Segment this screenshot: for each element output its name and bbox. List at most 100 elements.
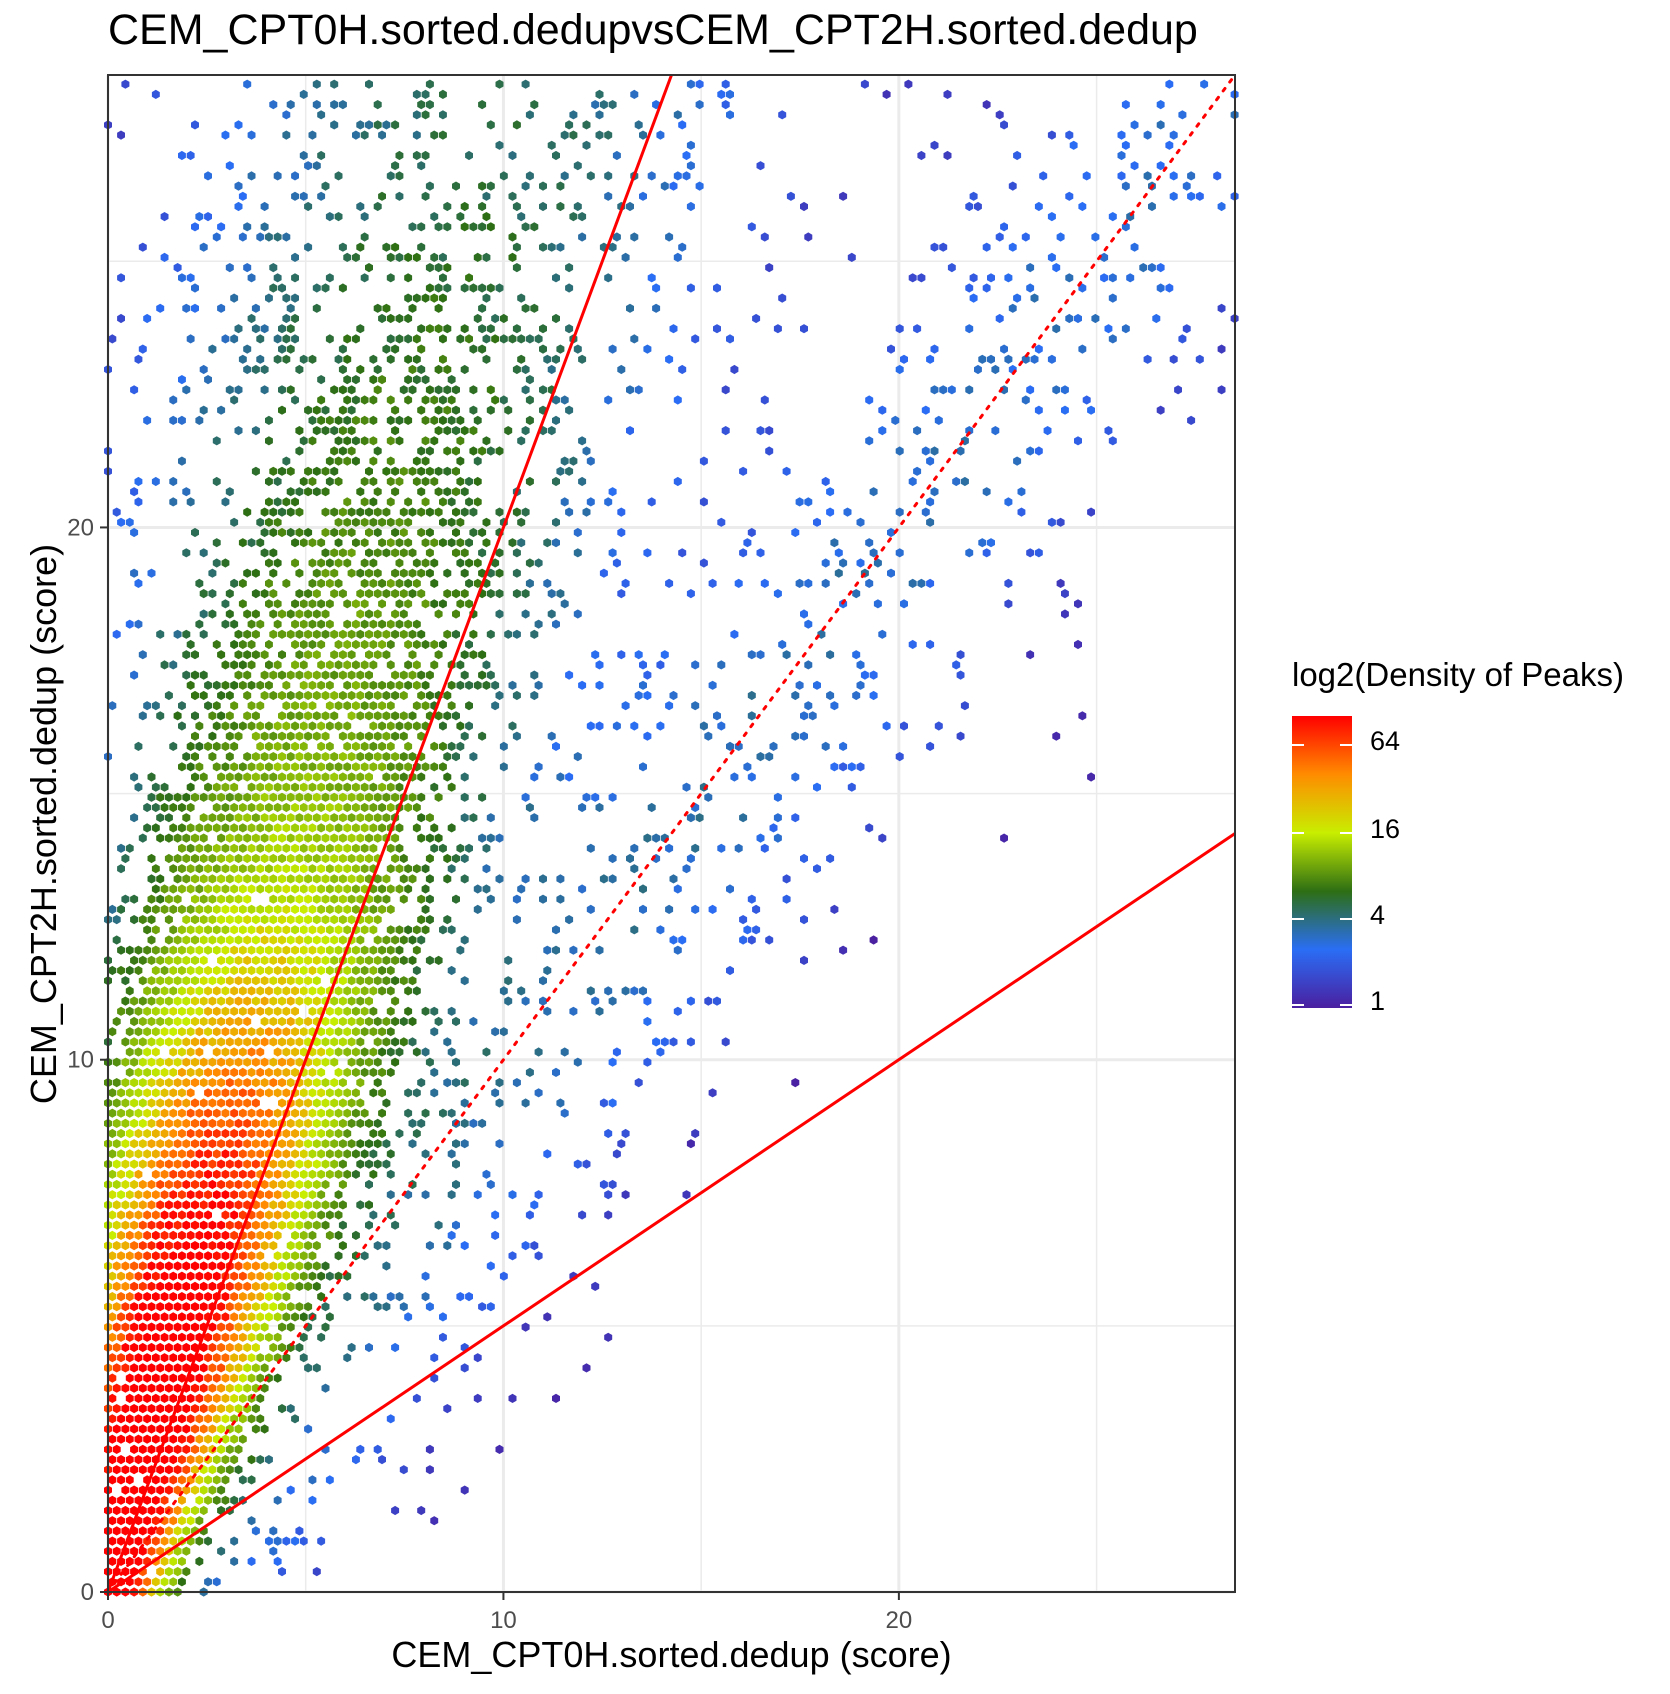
hex-bin (673, 171, 682, 181)
hex-bin (539, 385, 547, 395)
hex-bin (408, 303, 417, 313)
hex-bin (856, 558, 865, 568)
hex-bin (1148, 263, 1156, 273)
hex-bin (125, 1251, 134, 1261)
hex-bin (369, 497, 378, 507)
hex-bin (260, 1302, 269, 1312)
hex-bin (234, 935, 243, 945)
hex-bin (469, 650, 478, 660)
hex-bin (230, 1455, 239, 1465)
hex-bin (478, 650, 487, 660)
hex-bin (256, 680, 265, 690)
hex-bin (230, 1067, 239, 1077)
hex-bin (334, 639, 343, 650)
hex-bin (499, 1027, 508, 1037)
hex-bin (386, 721, 395, 731)
hex-bin (495, 1098, 504, 1108)
hex-bin (195, 1414, 204, 1424)
hex-bin (143, 1108, 152, 1118)
hex-bin (469, 283, 478, 293)
hex-bin (321, 426, 330, 436)
hex-bin (439, 925, 447, 935)
hex-bin (421, 1149, 430, 1159)
hex-bin (356, 772, 365, 782)
hex-bin (282, 1271, 291, 1281)
hex-bin (921, 446, 930, 456)
hex-bin (386, 517, 395, 527)
hex-bin (365, 79, 373, 89)
hex-bin (164, 1179, 173, 1190)
hex-bin (969, 293, 978, 303)
hex-bin (465, 497, 473, 507)
hex-bin (552, 1393, 560, 1403)
hex-bin (573, 344, 582, 354)
hex-bin (164, 1241, 173, 1251)
hex-bin (138, 1159, 147, 1169)
hex-bin (486, 385, 495, 395)
hex-bin (391, 976, 400, 986)
hex-bin (269, 1546, 278, 1556)
hex-bin (469, 446, 478, 456)
hex-bin (278, 1098, 286, 1108)
hex-bin (338, 1179, 347, 1190)
hex-bin (443, 487, 452, 497)
hex-bin (378, 802, 386, 813)
hex-bin (826, 650, 835, 660)
hex-bin (243, 568, 252, 578)
hex-bin (182, 385, 191, 395)
hex-bin (286, 996, 295, 1006)
hex-bin (325, 762, 334, 772)
hex-bin (469, 527, 478, 538)
hex-bin (108, 1210, 117, 1220)
hex-bin (225, 833, 234, 843)
hex-bin (173, 1179, 182, 1190)
hex-bin (347, 426, 356, 436)
hex-bin (134, 1292, 143, 1302)
hex-bin (352, 130, 360, 140)
hex-bin (591, 100, 600, 110)
hex-bin (395, 252, 404, 262)
hex-bin (134, 1190, 143, 1200)
hex-bin (182, 1546, 191, 1556)
hex-bin (286, 1220, 295, 1230)
hex-bin (243, 1342, 252, 1353)
hex-bin (134, 1271, 143, 1281)
hex-bin (230, 578, 239, 588)
hex-bin (130, 1404, 139, 1414)
hex-bin (221, 660, 230, 670)
hex-bin (304, 589, 313, 599)
hex-bin (247, 1027, 256, 1037)
hex-bin (204, 171, 212, 181)
hex-bin (156, 1485, 165, 1495)
hex-bin (421, 1006, 430, 1016)
hex-bin (626, 385, 634, 395)
hex-bin (130, 894, 139, 904)
hex-bin (521, 181, 530, 191)
hex-bin (869, 690, 878, 701)
hex-bin (117, 1190, 125, 1200)
hex-bin (260, 833, 269, 843)
hex-bin (204, 1027, 212, 1037)
hex-bin (291, 313, 299, 324)
hex-bin (386, 436, 395, 446)
hex-bin (1108, 293, 1117, 303)
hex-bin (199, 813, 208, 823)
hex-bin (639, 762, 647, 772)
hex-bin (360, 497, 369, 507)
hex-bin (221, 680, 230, 690)
hex-bin (525, 334, 534, 344)
hex-bin (386, 578, 395, 588)
hex-bin (465, 558, 473, 568)
hex-bin (556, 344, 565, 354)
hex-bin (399, 874, 408, 884)
hex-bin (960, 476, 969, 487)
hex-bin (121, 1281, 130, 1291)
hex-bin (452, 752, 460, 762)
hex-bin (256, 1128, 265, 1139)
hex-bin (521, 426, 530, 436)
hex-bin (269, 915, 278, 925)
hex-bin (308, 1169, 317, 1179)
hex-bin (425, 853, 434, 864)
hex-bin (321, 792, 330, 802)
hex-bin (360, 415, 369, 425)
